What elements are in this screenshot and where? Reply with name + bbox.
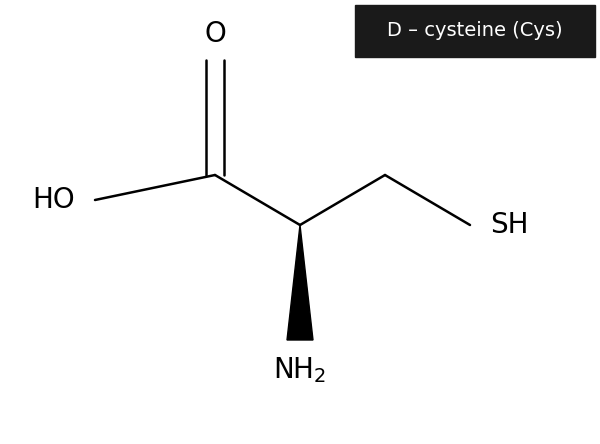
Polygon shape <box>287 225 313 340</box>
Text: D – cysteine (Cys): D – cysteine (Cys) <box>387 21 563 40</box>
Text: SH: SH <box>490 211 529 239</box>
FancyBboxPatch shape <box>355 5 595 57</box>
Text: O: O <box>204 20 226 48</box>
Text: HO: HO <box>32 186 75 214</box>
Text: NH$_2$: NH$_2$ <box>274 355 326 385</box>
